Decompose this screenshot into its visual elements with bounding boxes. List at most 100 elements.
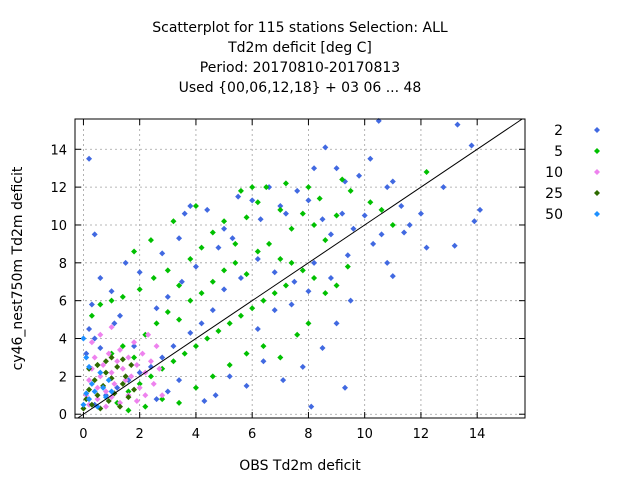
data-point-series-2 (342, 384, 348, 391)
data-point-series-2 (389, 178, 396, 185)
x-tick-label: 6 (248, 427, 256, 442)
chart-subtitle-variable: Td2m deficit [deg C] (228, 40, 372, 56)
chart-title-block: Scatterplot for 115 stations Selection: … (0, 18, 600, 98)
data-point-series-50 (102, 394, 109, 401)
data-point-series-5 (322, 290, 329, 297)
data-point-series-2 (327, 274, 334, 281)
data-point-series-2 (212, 392, 219, 399)
data-point-series-5 (299, 210, 306, 217)
data-point-series-10 (94, 384, 101, 391)
data-point-series-2 (257, 216, 264, 223)
data-point-series-5 (311, 221, 318, 228)
data-point-series-10 (147, 358, 154, 365)
data-point-series-2 (159, 250, 166, 257)
data-point-series-2 (159, 354, 166, 361)
data-point-series-10 (94, 396, 101, 403)
data-point-series-5 (108, 297, 115, 304)
data-point-series-2 (178, 278, 185, 285)
data-point-series-10 (119, 365, 126, 372)
data-point-series-50 (86, 363, 93, 370)
data-point-series-2 (277, 203, 284, 210)
legend-label-series-50: 50 (545, 207, 563, 223)
y-tick-label: 14 (50, 143, 67, 158)
data-point-series-5 (209, 278, 216, 285)
data-point-series-5 (164, 267, 171, 274)
data-point-series-2 (280, 377, 287, 384)
data-point-series-5 (192, 343, 199, 350)
data-point-series-10 (108, 369, 115, 376)
data-point-series-2 (192, 263, 199, 270)
data-point-series-2 (477, 206, 483, 213)
data-point-series-5 (333, 212, 340, 219)
data-point-series-2 (136, 269, 143, 276)
data-point-series-2 (215, 244, 222, 251)
data-point-series-2 (356, 172, 363, 179)
data-point-series-2 (131, 343, 138, 350)
data-point-series-5 (389, 221, 396, 228)
data-point-series-5 (282, 180, 289, 187)
data-point-series-10 (111, 380, 118, 387)
data-point-series-2 (327, 231, 334, 238)
data-point-series-5 (288, 259, 295, 266)
chart-subtitle-used: Used {00,06,12,18} + 03 06 ... 48 (178, 80, 422, 96)
data-point-series-25 (80, 405, 87, 412)
data-point-series-5 (204, 335, 211, 342)
data-point-series-2 (299, 363, 306, 370)
data-point-series-5 (249, 305, 256, 312)
data-point-series-5 (423, 168, 430, 175)
legend-marker-series-50 (594, 211, 600, 217)
data-point-series-2 (305, 288, 312, 295)
data-point-series-10 (97, 373, 104, 380)
data-point-series-2 (97, 274, 104, 281)
data-point-series-2 (86, 326, 93, 333)
data-point-series-2 (311, 165, 318, 172)
identity-line (77, 118, 523, 419)
data-point-series-5 (209, 229, 216, 236)
diagonal-layer (77, 118, 523, 419)
data-point-series-50 (83, 390, 90, 397)
chart-subtitle-period: Period: 20170810-20170813 (199, 60, 401, 76)
data-point-series-5 (271, 290, 278, 297)
legend-label-series-10: 10 (545, 165, 563, 181)
data-point-series-10 (156, 365, 163, 372)
data-point-series-25 (88, 401, 95, 408)
data-point-series-10 (108, 324, 115, 331)
data-point-series-2 (319, 344, 326, 351)
data-point-series-2 (221, 225, 228, 232)
data-point-series-2 (164, 293, 171, 300)
y-tick-label: 8 (59, 257, 67, 272)
grid-layer (75, 119, 525, 418)
data-point-series-2 (271, 269, 278, 276)
data-point-series-2 (86, 155, 93, 162)
data-point-series-25 (131, 386, 138, 393)
data-point-series-25 (102, 369, 109, 376)
data-point-series-25 (119, 380, 126, 387)
data-point-series-2 (454, 121, 461, 128)
data-point-series-50 (105, 377, 112, 384)
data-point-series-5 (119, 293, 126, 300)
data-point-series-5 (237, 312, 244, 319)
x-tick-label: 10 (356, 427, 373, 442)
data-point-series-2 (260, 358, 267, 365)
legend-marker-series-2 (594, 127, 600, 133)
data-point-series-10 (145, 331, 152, 338)
data-point-series-5 (260, 343, 267, 350)
data-point-series-10 (88, 339, 95, 346)
data-point-series-50 (80, 401, 87, 408)
data-point-series-2 (350, 225, 357, 232)
x-tick-label: 14 (469, 427, 486, 442)
data-point-series-25 (94, 362, 101, 369)
data-point-series-5 (367, 199, 374, 206)
data-point-series-5 (226, 320, 233, 327)
data-point-series-5 (147, 237, 154, 244)
data-point-series-5 (311, 274, 318, 281)
data-point-series-2 (198, 320, 205, 327)
data-point-series-10 (100, 362, 107, 369)
data-point-series-25 (102, 358, 109, 365)
data-point-series-5 (164, 309, 171, 316)
data-point-series-2 (235, 193, 242, 200)
data-point-series-5 (136, 286, 143, 293)
data-point-series-5 (192, 203, 199, 210)
x-tick-label: 8 (304, 427, 312, 442)
data-point-series-25 (91, 377, 98, 384)
